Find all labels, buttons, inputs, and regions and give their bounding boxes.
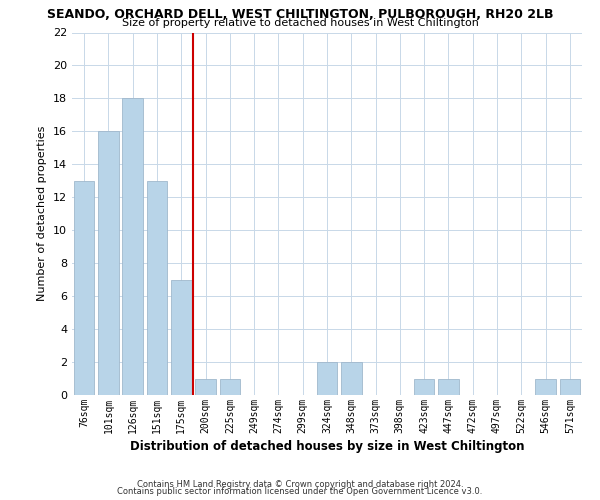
Bar [438,378,459,395]
Text: Contains public sector information licensed under the Open Government Licence v3: Contains public sector information licen… [118,487,482,496]
Bar [414,378,434,395]
Bar [122,98,143,395]
Bar [317,362,337,395]
Bar [535,378,556,395]
Bar [171,280,191,395]
Bar [341,362,362,395]
Bar [74,181,94,395]
Bar [98,132,119,395]
Y-axis label: Number of detached properties: Number of detached properties [37,126,47,302]
Text: SEANDO, ORCHARD DELL, WEST CHILTINGTON, PULBOROUGH, RH20 2LB: SEANDO, ORCHARD DELL, WEST CHILTINGTON, … [47,8,553,20]
X-axis label: Distribution of detached houses by size in West Chiltington: Distribution of detached houses by size … [130,440,524,453]
Text: Contains HM Land Registry data © Crown copyright and database right 2024.: Contains HM Land Registry data © Crown c… [137,480,463,489]
Bar [195,378,216,395]
Bar [560,378,580,395]
Text: Size of property relative to detached houses in West Chiltington: Size of property relative to detached ho… [122,18,478,28]
Bar [220,378,240,395]
Bar [146,181,167,395]
